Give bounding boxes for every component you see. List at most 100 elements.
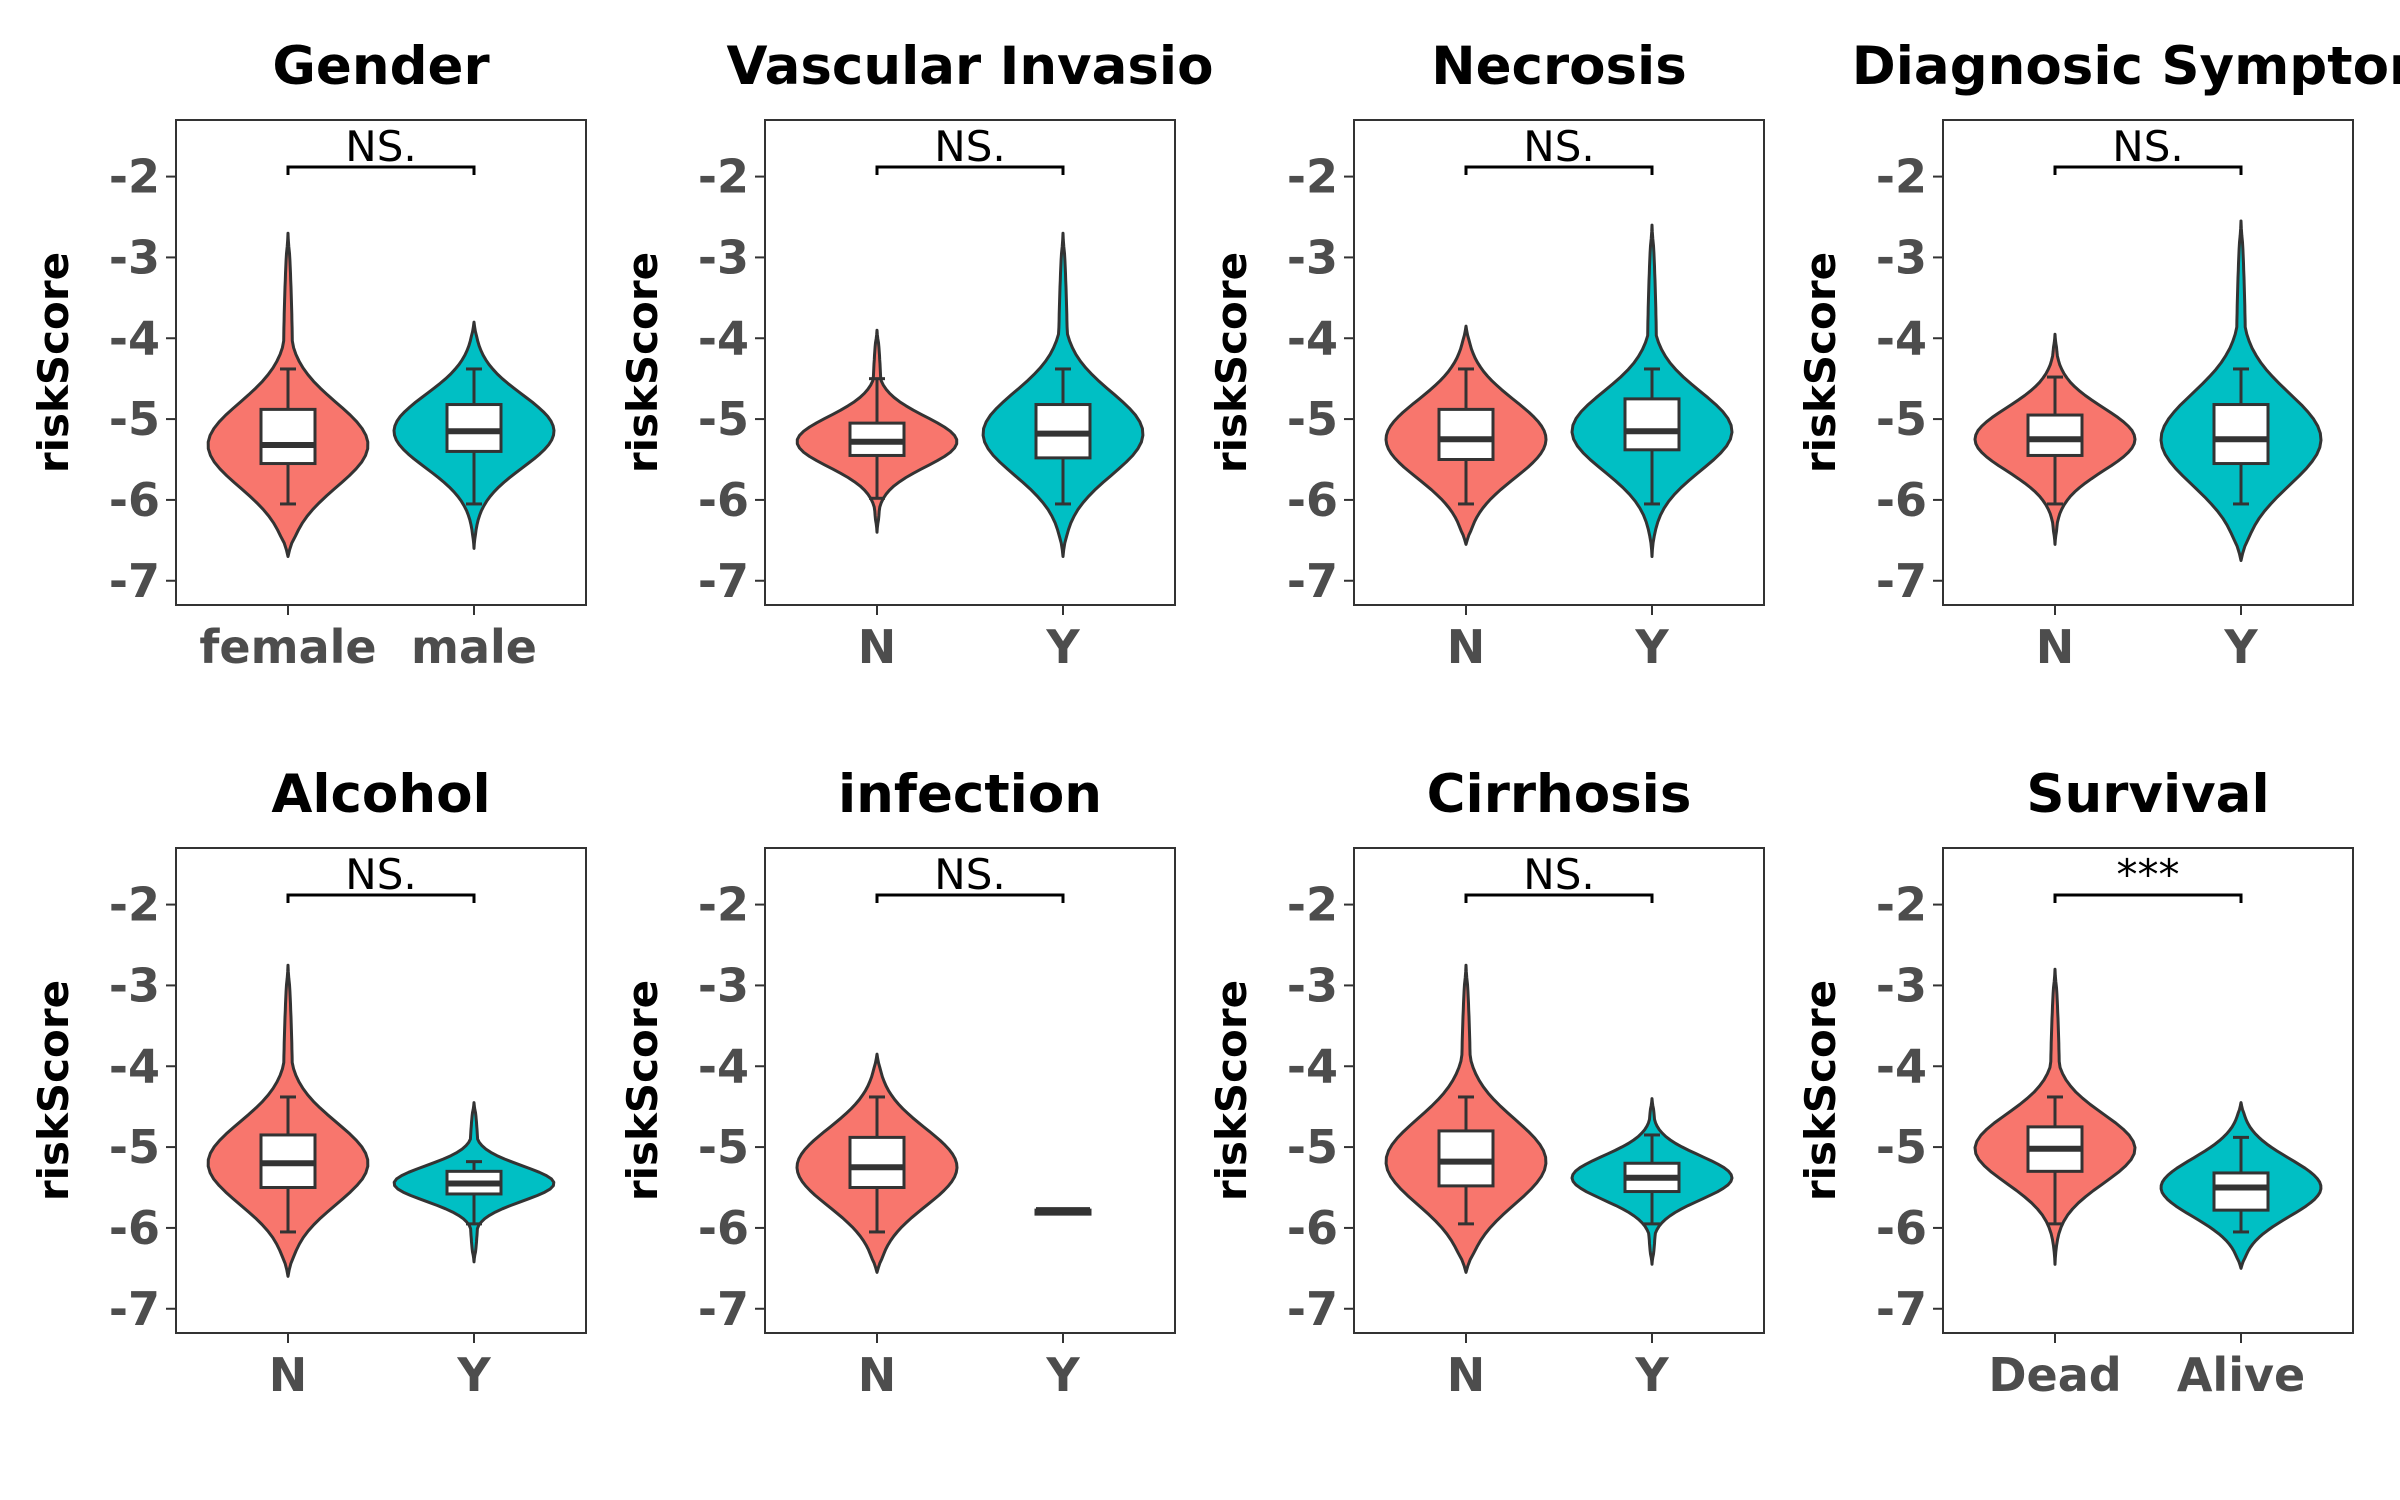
- significance-label: NS.: [1523, 850, 1594, 899]
- y-axis-title: riskScore: [1796, 252, 1845, 473]
- x-tick-label: male: [411, 620, 537, 674]
- panel-title: Vascular Invasio: [727, 36, 1214, 97]
- significance-label: NS.: [2112, 122, 2183, 171]
- x-tick-label: N: [858, 1348, 897, 1402]
- y-tick-label: -6: [109, 1201, 160, 1255]
- group-Y: [1570, 1097, 1734, 1266]
- y-tick-label: -3: [698, 958, 749, 1012]
- y-tick-label: -2: [1287, 150, 1338, 204]
- group-N: [1384, 963, 1548, 1274]
- x-tick-label: Y: [2223, 620, 2258, 674]
- y-tick-label: -2: [698, 878, 749, 932]
- y-tick-label: -4: [1287, 311, 1338, 365]
- panel-title: Cirrhosis: [1427, 764, 1692, 825]
- y-tick-label: -7: [1876, 554, 1927, 608]
- y-tick-label: -2: [1287, 878, 1338, 932]
- significance-label: ***: [2117, 850, 2180, 899]
- y-tick-label: -6: [698, 473, 749, 527]
- panel-title: Necrosis: [1431, 36, 1687, 97]
- box-N: [1437, 1129, 1495, 1188]
- y-tick-label: -4: [1876, 1039, 1927, 1093]
- significance-bracket: [1464, 165, 1654, 175]
- y-tick-label: -5: [1287, 1120, 1338, 1174]
- plot-frame: [175, 119, 587, 606]
- significance-bracket: [875, 165, 1065, 175]
- y-tick-label: -5: [109, 392, 160, 446]
- y-tick-label: -5: [1876, 1120, 1927, 1174]
- y-tick-label: -3: [109, 958, 160, 1012]
- significance-bracket: [286, 893, 476, 903]
- x-tick-label: Alive: [2177, 1348, 2305, 1402]
- plot-frame: [1942, 847, 2354, 1334]
- y-tick-label: -6: [109, 473, 160, 527]
- y-axis-title: riskScore: [29, 252, 78, 473]
- y-axis-title: riskScore: [1207, 980, 1256, 1201]
- y-tick-label: -7: [1287, 554, 1338, 608]
- group-female: [206, 231, 370, 558]
- y-tick-label: -7: [1287, 1282, 1338, 1336]
- panel-2: Vascular Invasio -2 -3 -4 -5 -6 -7 riskScore N Y N…: [618, 36, 1214, 674]
- group-Y: [981, 231, 1145, 558]
- panel-7: Cirrhosis -2 -3 -4 -5 -6 -7 riskScore N Y NS.: [1207, 764, 1765, 1402]
- box-Y: [1623, 397, 1681, 452]
- plot-frame: [1353, 119, 1765, 606]
- group-Y: [1034, 1207, 1092, 1216]
- x-tick-label: N: [1447, 620, 1486, 674]
- box-Y: [2212, 403, 2270, 466]
- plot-frame: [764, 119, 1176, 606]
- x-tick-label: N: [858, 620, 897, 674]
- x-tick-label: female: [199, 620, 376, 674]
- y-tick-label: -2: [1876, 150, 1927, 204]
- y-axis-title: riskScore: [1796, 980, 1845, 1201]
- x-tick-label: Y: [1634, 620, 1669, 674]
- group-N: [206, 963, 370, 1278]
- panel-5: Alcohol -2 -3 -4 -5 -6 -7 riskScore N Y NS.: [29, 764, 587, 1402]
- panel-6: infection -2 -3 -4 -5 -6 -7 riskScore N Y NS.: [618, 764, 1176, 1402]
- box-N: [848, 1135, 906, 1189]
- group-Alive: [2159, 1101, 2323, 1270]
- y-axis-title: riskScore: [1207, 252, 1256, 473]
- group-Y: [2159, 219, 2323, 562]
- y-tick-label: -3: [1287, 230, 1338, 284]
- y-axis-title: riskScore: [618, 252, 667, 473]
- y-tick-label: -7: [698, 554, 749, 608]
- y-tick-label: -7: [109, 1282, 160, 1336]
- y-tick-label: -2: [698, 150, 749, 204]
- panel-title: Gender: [272, 36, 489, 97]
- y-tick-label: -3: [1876, 958, 1927, 1012]
- y-tick-label: -5: [109, 1120, 160, 1174]
- box-male: [445, 403, 503, 453]
- y-tick-label: -3: [1876, 230, 1927, 284]
- y-tick-label: -4: [1287, 1039, 1338, 1093]
- significance-label: NS.: [345, 122, 416, 171]
- y-tick-label: -4: [109, 311, 160, 365]
- panel-title: infection: [838, 764, 1102, 825]
- significance-label: NS.: [345, 850, 416, 899]
- box-female: [259, 407, 317, 466]
- group-Dead: [1973, 967, 2137, 1266]
- x-tick-label: Y: [1045, 1348, 1080, 1402]
- y-tick-label: -5: [1287, 392, 1338, 446]
- box-Alive: [2212, 1171, 2270, 1212]
- panel-1: Gender -2 -3 -4 -5 -6 -7 riskScore female male NS.: [29, 36, 587, 674]
- y-tick-label: -7: [698, 1282, 749, 1336]
- y-tick-label: -6: [1876, 1201, 1927, 1255]
- x-tick-label: N: [1447, 1348, 1486, 1402]
- y-tick-label: -7: [1876, 1282, 1927, 1336]
- y-tick-label: -5: [698, 392, 749, 446]
- y-tick-label: -4: [1876, 311, 1927, 365]
- x-tick-label: Dead: [1988, 1348, 2121, 1402]
- plot-frame: [1353, 847, 1765, 1334]
- significance-label: NS.: [1523, 122, 1594, 171]
- y-tick-label: -3: [109, 230, 160, 284]
- x-tick-label: Y: [456, 1348, 491, 1402]
- group-N: [1384, 324, 1548, 546]
- significance-bracket: [2053, 165, 2243, 175]
- y-tick-label: -2: [109, 150, 160, 204]
- panel-8: Survival -2 -3 -4 -5 -6 -7 riskScore Dead Alive **…: [1796, 764, 2354, 1402]
- panel-title: Diagnosic Symptom: [1852, 36, 2400, 97]
- box-N: [2026, 413, 2084, 457]
- group-N: [795, 1052, 959, 1274]
- y-tick-label: -6: [1287, 1201, 1338, 1255]
